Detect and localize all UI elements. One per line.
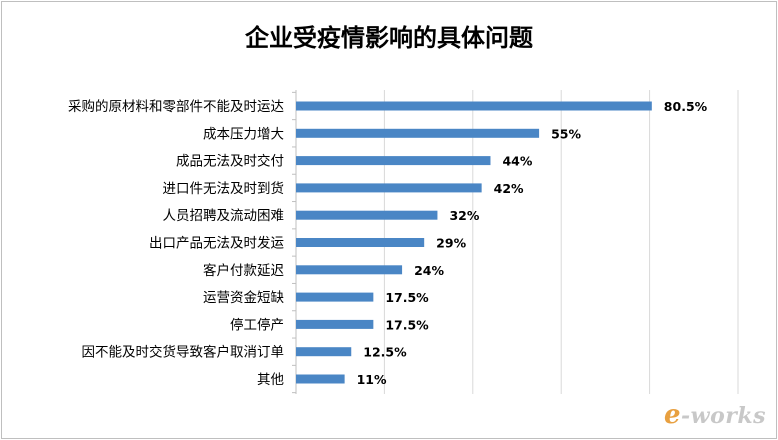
category-label: 成品无法及时交付	[176, 153, 284, 170]
value-label: 11%	[357, 372, 387, 387]
value-label: 80.5%	[664, 99, 708, 114]
chart-title: 企业受疫情影响的具体问题	[245, 24, 533, 52]
bar	[296, 238, 425, 247]
category-label: 成本压力增大	[203, 126, 284, 142]
bar	[296, 183, 482, 193]
bar	[296, 292, 374, 302]
bar	[296, 101, 652, 111]
bar	[296, 128, 540, 138]
category-label: 因不能及时交货导致客户取消订单	[82, 344, 285, 361]
value-label: 44%	[502, 154, 532, 169]
value-label: 32%	[449, 208, 479, 223]
value-label: 55%	[551, 126, 581, 141]
category-label: 停工停产	[230, 316, 284, 333]
category-label: 人员招聘及流动困难	[163, 208, 285, 224]
category-label: 采购的原材料和零部件不能及时运达	[68, 99, 284, 115]
bar	[296, 265, 403, 275]
e-works-logo: e-works	[663, 400, 766, 430]
value-label: 42%	[494, 181, 524, 196]
value-label: 17.5%	[385, 317, 429, 332]
category-label: 运营资金短缺	[203, 290, 284, 306]
category-label: 客户付款延迟	[203, 262, 284, 279]
bar	[296, 156, 491, 166]
value-label: 17.5%	[385, 290, 429, 305]
value-label: 29%	[436, 236, 466, 251]
bar	[296, 374, 345, 384]
category-label: 出口产品无法及时发运	[149, 236, 284, 252]
bar	[296, 347, 352, 357]
value-label: 24%	[414, 263, 444, 278]
category-label: 进口件无法及时到货	[163, 180, 285, 197]
value-label: 12.5%	[363, 345, 407, 360]
category-label: 其他	[257, 372, 284, 388]
bar	[296, 319, 374, 329]
bar	[296, 210, 438, 220]
